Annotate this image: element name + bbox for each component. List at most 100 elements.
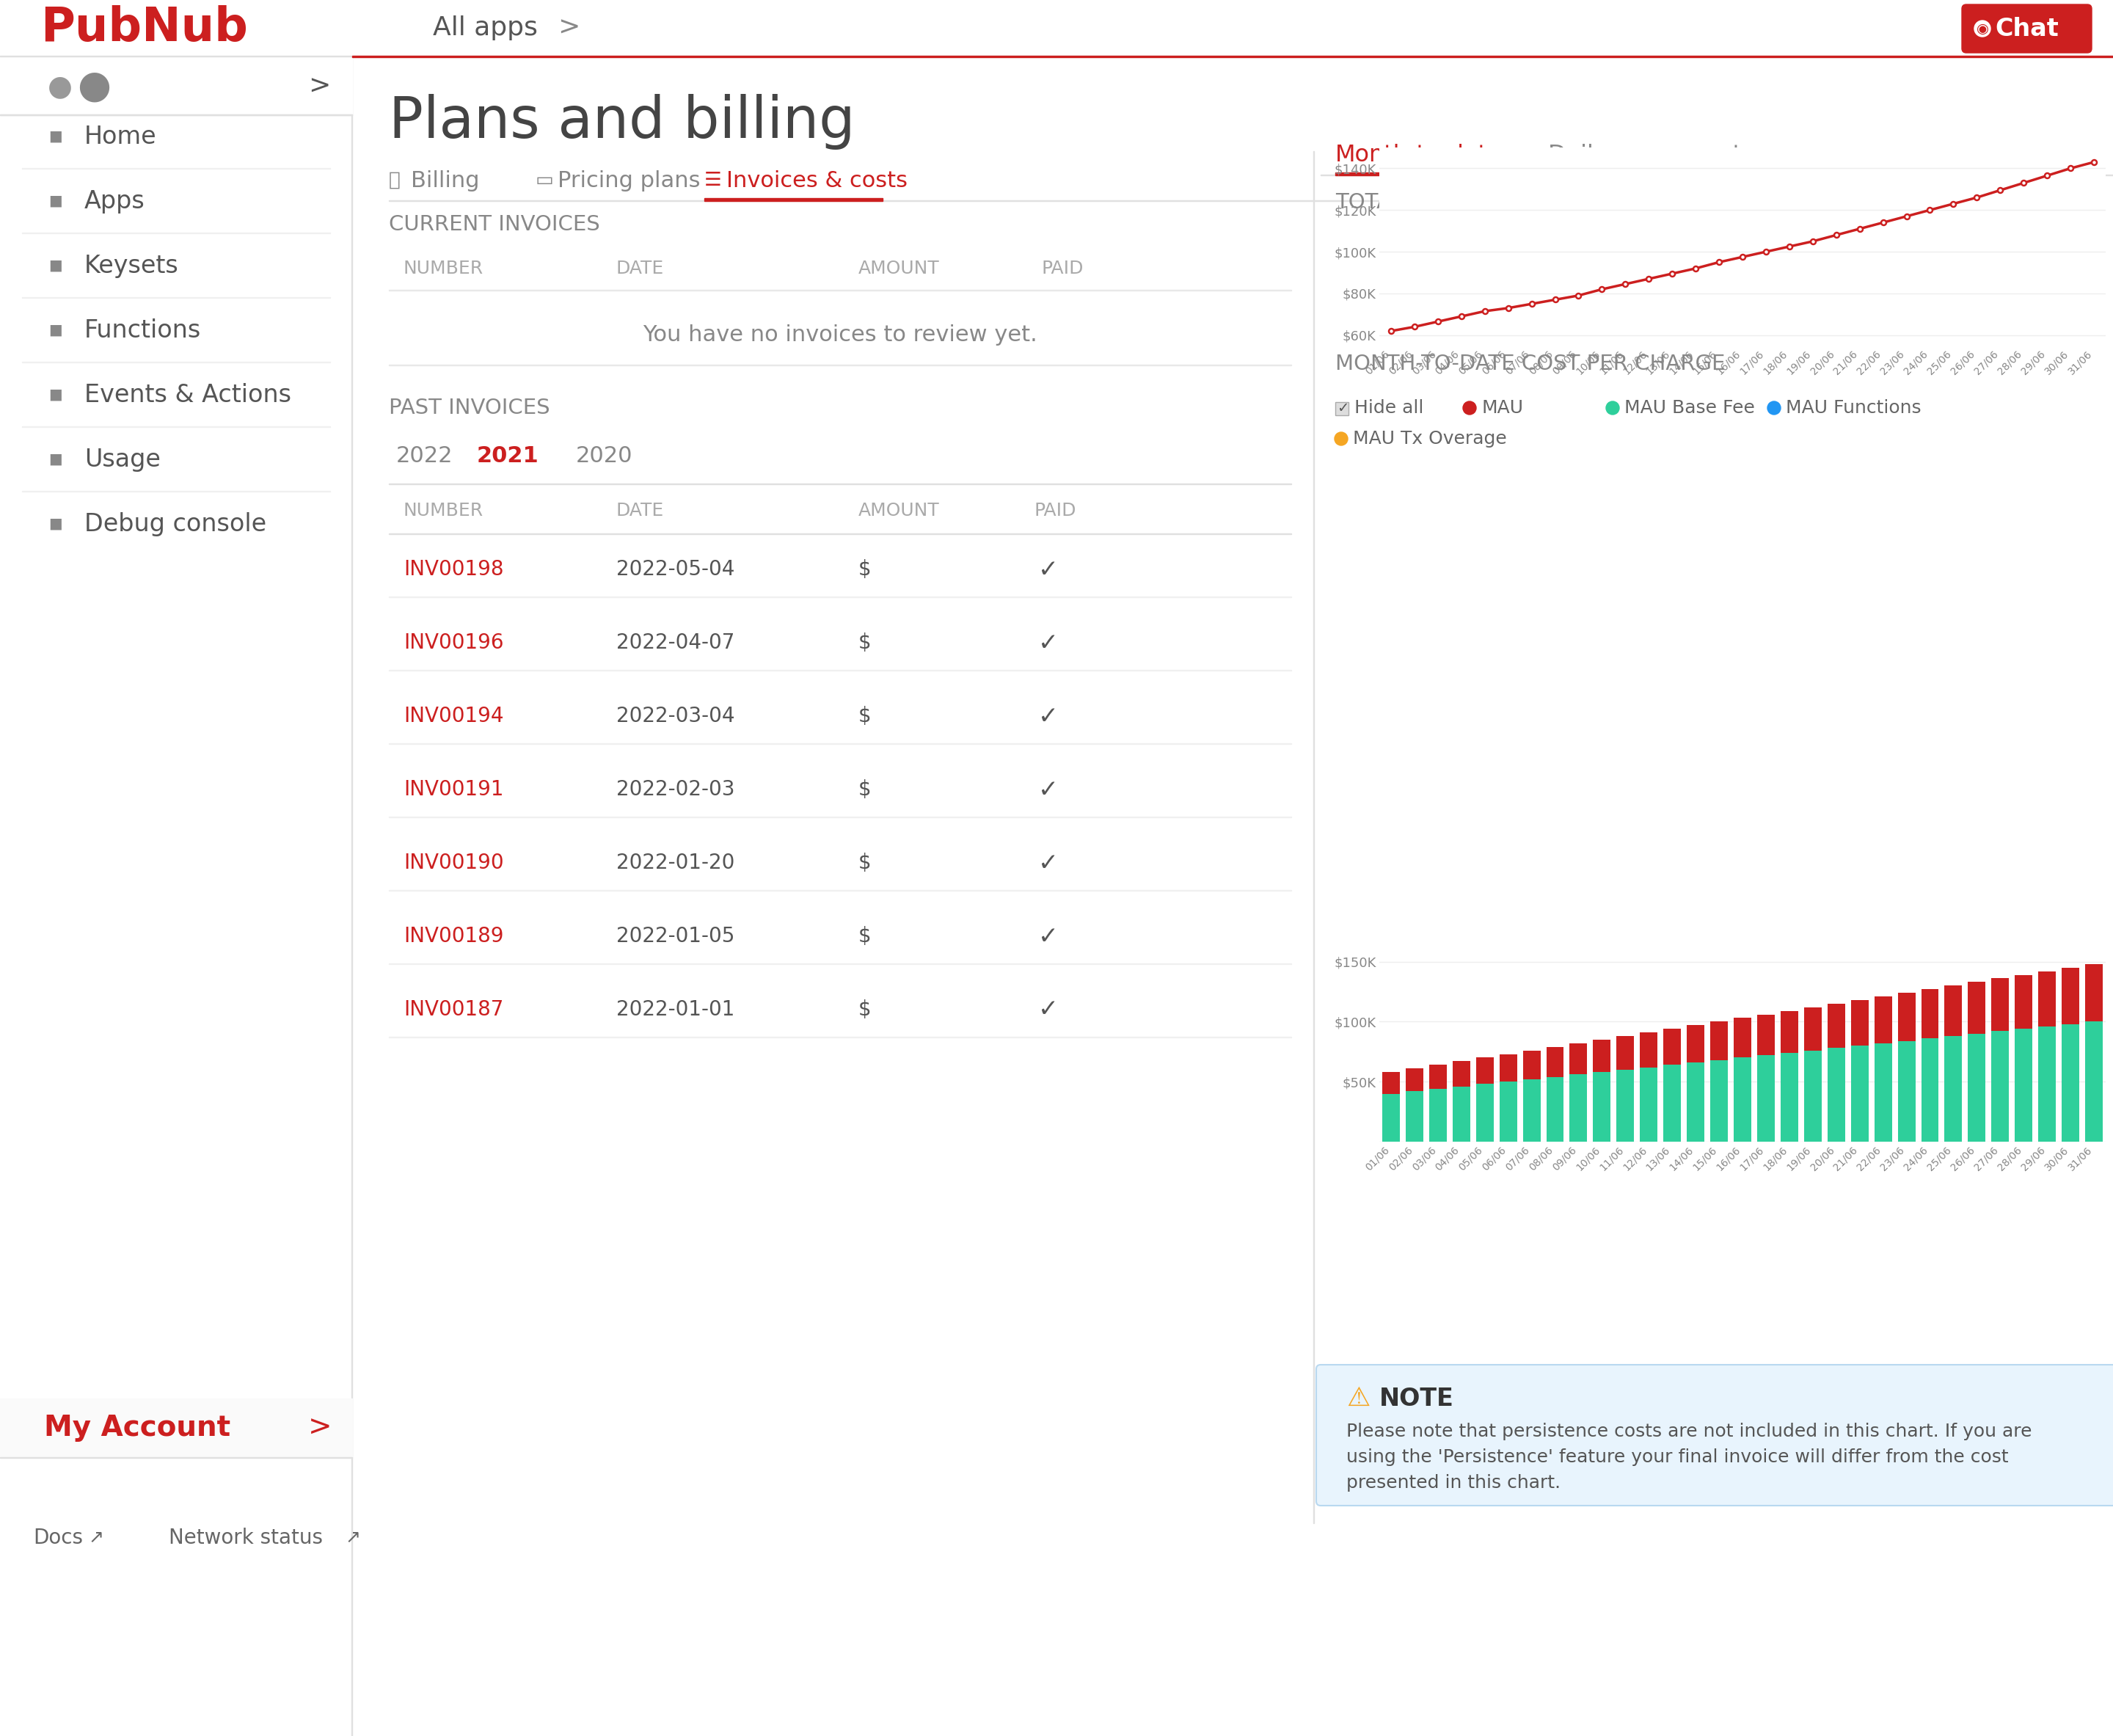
Text: INV00196: INV00196 <box>404 632 503 653</box>
Text: 2021: 2021 <box>478 444 539 467</box>
Bar <box>2086 963 2102 1021</box>
Text: presented in this chart.: presented in this chart. <box>1346 1474 1562 1491</box>
Bar <box>1477 1083 1494 1142</box>
Bar <box>1781 1052 1798 1142</box>
Text: MONTH-TO-DATE COST PER CHARGE: MONTH-TO-DATE COST PER CHARGE <box>1335 354 1724 375</box>
Text: Daily usage costs: Daily usage costs <box>1549 144 1754 167</box>
Text: $: $ <box>858 1000 871 1019</box>
Bar <box>0 1399 353 1457</box>
Text: PAID: PAID <box>1035 502 1078 519</box>
Bar <box>1921 1038 1940 1142</box>
Circle shape <box>1462 401 1477 415</box>
Bar <box>1663 1064 1682 1142</box>
Bar <box>2016 1029 2033 1142</box>
Text: NOTE: NOTE <box>1380 1387 1454 1411</box>
Bar <box>1781 1010 1798 1052</box>
Text: >: > <box>558 16 579 40</box>
Bar <box>1640 1068 1657 1142</box>
Bar <box>1686 1026 1705 1062</box>
Bar <box>2062 967 2079 1024</box>
Bar <box>1405 1068 1424 1092</box>
Bar <box>1967 983 1986 1033</box>
Text: Hide all: Hide all <box>1354 399 1424 417</box>
Text: ↗: ↗ <box>89 1529 104 1547</box>
Bar <box>1709 1021 1728 1061</box>
Text: You have no invoices to review yet.: You have no invoices to review yet. <box>642 325 1037 345</box>
Bar <box>1593 1040 1610 1073</box>
Text: ▪: ▪ <box>49 319 63 340</box>
Bar <box>1758 1055 1775 1142</box>
Circle shape <box>1335 432 1348 446</box>
Text: Plans and billing: Plans and billing <box>389 94 856 149</box>
Text: 2022-01-01: 2022-01-01 <box>617 1000 735 1019</box>
Text: ▭: ▭ <box>535 170 554 189</box>
Bar <box>1500 1054 1517 1082</box>
Text: 2022-01-20: 2022-01-20 <box>617 852 735 873</box>
Bar <box>1851 1045 1868 1142</box>
Bar <box>1382 1073 1399 1094</box>
Bar <box>1686 1062 1705 1142</box>
Bar <box>1500 1082 1517 1142</box>
Text: ✓: ✓ <box>1037 778 1059 802</box>
Text: DATE: DATE <box>617 260 663 278</box>
Text: MAU Base Fee: MAU Base Fee <box>1625 399 1756 417</box>
Bar <box>1897 993 1914 1042</box>
Text: 2022: 2022 <box>397 444 452 467</box>
Bar <box>1944 1036 1963 1142</box>
Text: Billing: Billing <box>410 170 480 191</box>
Text: 2022-04-07: 2022-04-07 <box>617 632 735 653</box>
Bar <box>1967 1033 1986 1142</box>
Text: INV00191: INV00191 <box>404 779 503 800</box>
Text: Chat: Chat <box>1995 17 2058 40</box>
Text: $: $ <box>858 779 871 800</box>
Text: NUMBER: NUMBER <box>404 260 484 278</box>
Bar <box>2039 1026 2056 1142</box>
Text: ▪: ▪ <box>49 125 63 148</box>
Bar <box>1990 1031 2009 1142</box>
Text: 2022-02-03: 2022-02-03 <box>617 779 735 800</box>
Bar <box>1428 1088 1447 1142</box>
FancyBboxPatch shape <box>1961 5 2092 52</box>
Bar <box>0 0 353 1736</box>
Text: >: > <box>308 1413 332 1443</box>
Circle shape <box>1974 21 1990 36</box>
Text: Home: Home <box>85 125 156 149</box>
Bar <box>1523 1080 1540 1142</box>
Bar <box>1477 1057 1494 1083</box>
Bar <box>1570 1075 1587 1142</box>
Bar <box>1874 996 1891 1043</box>
Text: INV00194: INV00194 <box>404 707 503 726</box>
Bar <box>1335 172 1466 175</box>
Text: Please note that persistence costs are not included in this chart. If you are: Please note that persistence costs are n… <box>1346 1424 2033 1441</box>
Bar <box>1758 1014 1775 1055</box>
Bar <box>1616 1069 1633 1142</box>
Text: 2022-05-04: 2022-05-04 <box>617 559 735 580</box>
Text: $: $ <box>858 925 871 946</box>
Text: MAU Tx Overage: MAU Tx Overage <box>1352 431 1507 448</box>
Text: DATE: DATE <box>617 502 663 519</box>
Bar <box>0 0 2113 56</box>
Bar <box>1944 986 1963 1036</box>
Text: INV00190: INV00190 <box>404 852 503 873</box>
Text: $: $ <box>858 559 871 580</box>
Bar <box>1640 1033 1657 1068</box>
Text: AMOUNT: AMOUNT <box>858 502 940 519</box>
Text: TOTAL MONTH-TO-DATE COST: TOTAL MONTH-TO-DATE COST <box>1335 193 1654 214</box>
Bar <box>1828 1003 1845 1049</box>
Text: INV00189: INV00189 <box>404 925 503 946</box>
Bar <box>1733 1017 1752 1057</box>
Text: ✓: ✓ <box>1037 557 1059 582</box>
Bar <box>2062 1024 2079 1142</box>
Text: $: $ <box>858 632 871 653</box>
Text: Usage: Usage <box>85 448 161 472</box>
Bar <box>1897 1042 1914 1142</box>
Text: ▪: ▪ <box>49 191 63 212</box>
Text: ▪: ▪ <box>49 448 63 470</box>
Text: AMOUNT: AMOUNT <box>858 260 940 278</box>
Text: ▪: ▪ <box>49 514 63 535</box>
Bar <box>1547 1047 1564 1076</box>
Text: My Account: My Account <box>44 1413 230 1443</box>
Text: $: $ <box>858 852 871 873</box>
Text: ✓: ✓ <box>1037 705 1059 727</box>
Text: 2020: 2020 <box>577 444 632 467</box>
